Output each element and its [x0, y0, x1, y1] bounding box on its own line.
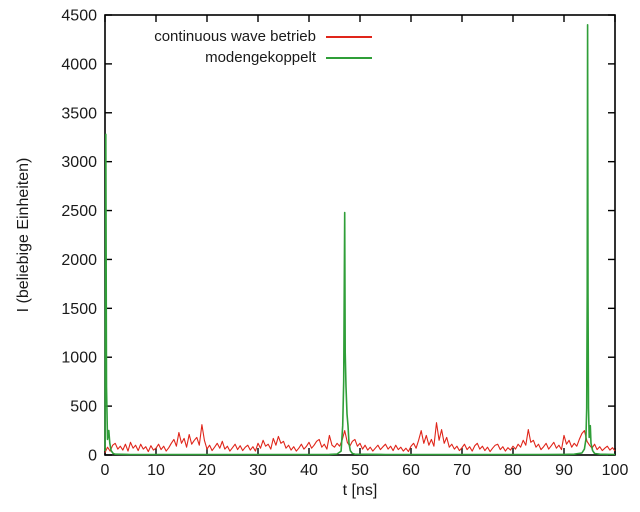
axis-tick-labels: 0 10 20 30 40 50 60 70 80 90 100050010001500200025…: [61, 8, 628, 480]
legend-line-green-icon: [326, 56, 372, 59]
x-tick-label: 0: [101, 462, 110, 479]
legend-item-continuous-wave: continuous wave betrieb: [154, 26, 372, 47]
legend-item-modengekoppelt: modengekoppelt: [205, 47, 372, 68]
plot-border: [104, 14, 616, 456]
y-tick-label: 0: [88, 448, 97, 465]
x-axis-title: t [ns]: [342, 482, 378, 499]
plot-frame: [104, 14, 616, 456]
data-series: [104, 23, 616, 456]
x-tick-label: 80: [504, 462, 522, 479]
x-tick-label: 40: [300, 462, 318, 479]
axis-ticks: [104, 14, 616, 456]
y-tick-label: 3000: [61, 154, 97, 171]
y-tick-label: 1500: [61, 301, 97, 318]
y-tick-label: 4000: [61, 56, 97, 73]
y-tick-label: 2500: [61, 203, 97, 220]
y-tick-label: 500: [70, 399, 97, 416]
x-tick-label: 100: [602, 462, 629, 479]
legend-label-modengekoppelt: modengekoppelt: [205, 49, 316, 66]
x-tick-label: 10: [147, 462, 165, 479]
x-tick-label: 30: [249, 462, 267, 479]
x-tick-label: 60: [402, 462, 420, 479]
green-series-line: [104, 23, 616, 456]
red-series-line: [104, 422, 616, 453]
legend-line-red-icon: [326, 35, 372, 38]
chart-legend: continuous wave betrieb modengekoppelt: [0, 26, 372, 68]
x-tick-label: 20: [198, 462, 216, 479]
x-tick-label: 70: [453, 462, 471, 479]
y-tick-label: 3500: [61, 105, 97, 122]
y-tick-label: 1000: [61, 350, 97, 367]
y-axis-title: I (beliebige Einheiten): [15, 157, 32, 313]
x-tick-label: 50: [351, 462, 369, 479]
y-tick-label: 2000: [61, 252, 97, 269]
x-tick-label: 90: [555, 462, 573, 479]
y-tick-label: 4500: [61, 8, 97, 25]
legend-label-continuous-wave: continuous wave betrieb: [154, 28, 316, 45]
